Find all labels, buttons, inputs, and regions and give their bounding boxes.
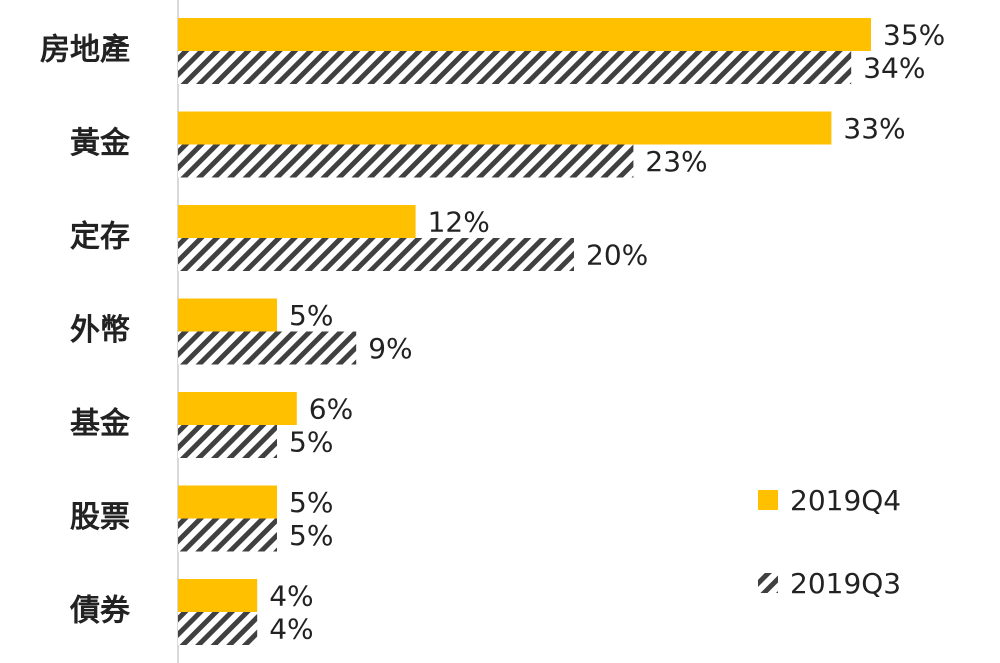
category-label: 定存 <box>70 220 130 255</box>
legend-label: 2019Q4 <box>790 484 901 517</box>
value-label: 9% <box>368 332 412 365</box>
bar <box>178 331 357 365</box>
value-label: 5% <box>289 486 333 519</box>
bar <box>178 425 277 458</box>
value-label: 4% <box>269 613 313 646</box>
bar <box>178 51 852 84</box>
bar <box>178 111 832 145</box>
legend-swatch <box>758 490 778 510</box>
category-label: 外幣 <box>70 313 130 348</box>
bar <box>178 518 277 552</box>
bar <box>178 144 634 178</box>
category-label: 黃金 <box>70 126 131 161</box>
category-label: 基金 <box>70 407 131 442</box>
legend-swatch <box>758 573 778 593</box>
value-label: 5% <box>289 519 333 552</box>
value-label: 6% <box>309 393 353 426</box>
value-label: 33% <box>843 112 905 145</box>
bar <box>178 579 258 612</box>
value-label: 35% <box>883 19 945 52</box>
bar <box>178 485 277 519</box>
value-label: 12% <box>428 206 490 239</box>
bar <box>178 392 297 425</box>
value-label: 5% <box>289 426 333 459</box>
bar <box>178 18 871 51</box>
value-label: 23% <box>645 145 707 178</box>
category-label: 房地產 <box>40 33 130 68</box>
value-label: 34% <box>863 52 925 85</box>
bar <box>178 205 416 238</box>
category-label: 債券 <box>69 594 131 629</box>
legend-label: 2019Q3 <box>790 567 901 600</box>
bar <box>178 298 277 332</box>
value-label: 20% <box>586 239 648 272</box>
value-label: 4% <box>269 580 313 613</box>
category-label: 股票 <box>70 500 130 535</box>
bar <box>178 612 258 645</box>
bar <box>178 238 574 271</box>
value-label: 5% <box>289 299 333 332</box>
